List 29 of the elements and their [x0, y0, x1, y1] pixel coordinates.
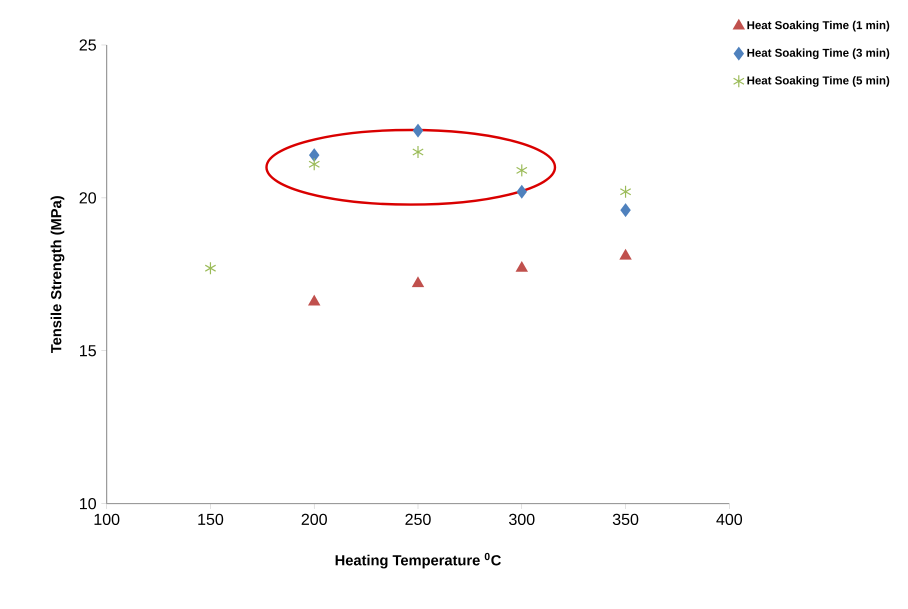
point — [204, 262, 216, 275]
point — [308, 158, 320, 171]
y-tick-label: 10 — [80, 498, 96, 510]
point — [620, 204, 631, 217]
x-tick-label: 300 — [509, 514, 535, 526]
legend-label: Heat Soaking Time (3 min) — [747, 48, 890, 60]
legend-label: Heat Soaking Time (5 min) — [747, 76, 890, 87]
x-axis-title: Heating Temperature $^{0}$C — [336, 552, 501, 568]
x-tick-label: 100 — [94, 514, 120, 526]
x-tick-label: 400 — [716, 514, 742, 526]
point — [309, 148, 320, 162]
x-tick-label: 150 — [198, 514, 224, 526]
y-tick-label: 25 — [80, 39, 96, 51]
point — [516, 185, 527, 198]
y-tick-label: 15 — [80, 345, 96, 356]
point — [516, 262, 528, 272]
legend-label: Heat Soaking Time (1 min) — [747, 20, 890, 32]
point — [412, 276, 424, 288]
point — [412, 145, 424, 159]
point — [620, 185, 632, 198]
y-axis-title: Tensile Strength (MPa) — [50, 196, 64, 354]
point — [308, 295, 320, 306]
x-tick-label: 250 — [405, 514, 431, 526]
point — [620, 249, 632, 260]
x-tick-label: 350 — [612, 514, 638, 526]
point — [516, 164, 528, 177]
y-tick-label: 20 — [80, 192, 96, 204]
x-tick-label: 200 — [302, 514, 327, 526]
point — [412, 124, 424, 138]
